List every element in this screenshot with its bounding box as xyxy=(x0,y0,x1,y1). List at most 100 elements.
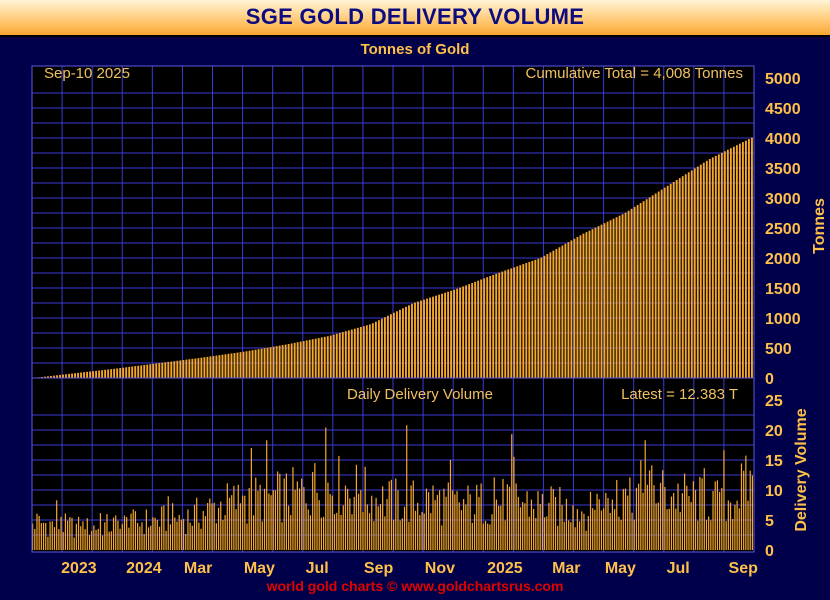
x-tick-label: Nov xyxy=(425,560,455,577)
cumulative-bar xyxy=(203,357,206,378)
daily-bar xyxy=(517,496,519,550)
daily-bar xyxy=(681,493,683,550)
x-tick-label: Sep xyxy=(729,560,759,577)
cumulative-bar xyxy=(462,286,465,378)
y-tick-label: 10 xyxy=(765,483,783,500)
daily-bar xyxy=(322,516,325,550)
daily-bar xyxy=(469,494,471,550)
cumulative-bar xyxy=(699,164,702,378)
daily-bar xyxy=(377,506,379,550)
daily-bar xyxy=(642,492,644,550)
daily-bar xyxy=(104,522,106,550)
cumulative-bar xyxy=(729,148,732,378)
cumulative-bar xyxy=(209,356,212,378)
cumulative-bar xyxy=(269,347,272,378)
y-tick-label: 20 xyxy=(765,423,783,440)
x-tick-label: May xyxy=(605,560,636,577)
daily-bar xyxy=(371,495,373,550)
cumulative-bar xyxy=(362,326,365,378)
cumulative-bar xyxy=(594,227,597,378)
daily-bar xyxy=(489,524,491,550)
daily-bar xyxy=(333,514,336,550)
daily-bar xyxy=(638,483,640,550)
y-tick-label: 500 xyxy=(765,341,792,358)
daily-bar xyxy=(428,492,430,550)
cumulative-bar xyxy=(299,341,302,378)
daily-bar xyxy=(198,522,200,550)
cumulative-bar xyxy=(287,344,290,378)
daily-bar xyxy=(75,523,77,550)
daily-bar xyxy=(445,496,447,550)
y-tick-label: 4500 xyxy=(765,101,801,118)
cumulative-bar xyxy=(522,264,525,378)
cumulative-bar xyxy=(104,369,107,378)
daily-bar xyxy=(443,488,445,550)
daily-bar xyxy=(581,511,583,550)
daily-bar xyxy=(73,537,75,550)
cumulative-bar xyxy=(152,363,155,378)
cumulative-bar xyxy=(62,374,64,378)
daily-bar xyxy=(373,521,375,550)
daily-bar xyxy=(738,508,740,550)
cumulative-bar xyxy=(708,158,711,378)
daily-bar xyxy=(287,505,290,550)
daily-bar xyxy=(196,497,198,550)
daily-bar xyxy=(314,463,316,550)
daily-bar xyxy=(508,486,511,550)
daily-bar xyxy=(491,514,493,550)
cumulative-bar xyxy=(555,248,558,378)
cumulative-bar xyxy=(200,357,203,378)
daily-bar xyxy=(668,508,670,550)
cumulative-bar xyxy=(456,288,459,378)
cumulative-bar xyxy=(140,365,143,378)
y-tick-label: 2500 xyxy=(765,221,801,238)
y-tick-label: 3000 xyxy=(765,191,801,208)
cumulative-bar xyxy=(68,373,70,378)
daily-bar xyxy=(690,502,692,550)
daily-bar xyxy=(102,535,104,550)
cumulative-bar xyxy=(750,137,753,378)
daily-bar xyxy=(110,531,112,550)
daily-bar xyxy=(487,523,489,550)
daily-bar xyxy=(362,511,364,550)
daily-bar xyxy=(662,470,664,550)
cumulative-bar xyxy=(224,354,227,378)
cumulative-bar xyxy=(450,290,453,378)
daily-bar xyxy=(147,527,150,550)
cumulative-bar xyxy=(197,358,200,378)
daily-bar xyxy=(60,516,62,550)
cumulative-bar xyxy=(558,247,561,378)
x-axis-ticks: 2023 2024 Mar May Jul Sep Nov 2025 Mar May Jul Sep xyxy=(61,560,758,577)
cumulative-bar xyxy=(149,364,152,378)
daily-bar xyxy=(259,484,261,550)
daily-bar xyxy=(386,499,388,550)
daily-bar xyxy=(609,512,611,550)
daily-bar xyxy=(673,492,675,550)
daily-bar xyxy=(522,502,524,550)
daily-bar xyxy=(283,478,285,550)
daily-bar xyxy=(631,512,633,550)
daily-bar xyxy=(224,515,226,550)
daily-bar xyxy=(152,517,154,550)
daily-bar xyxy=(524,503,526,550)
y-tick-label: 5000 xyxy=(765,71,801,88)
cumulative-bar xyxy=(684,174,687,378)
cumulative-bar xyxy=(377,320,380,378)
cumulative-bar xyxy=(489,276,492,378)
daily-bar xyxy=(473,514,476,550)
daily-bar xyxy=(576,509,578,550)
cumulative-y-axis-label: Tonnes xyxy=(811,198,828,254)
cumulative-bar xyxy=(101,370,104,378)
cumulative-bar xyxy=(564,243,567,378)
cumulative-bar xyxy=(296,342,299,378)
daily-bar xyxy=(403,506,406,550)
cumulative-bar xyxy=(669,183,672,378)
daily-bar xyxy=(449,459,452,550)
daily-bar xyxy=(708,516,710,550)
daily-bar xyxy=(743,470,745,550)
cumulative-bar xyxy=(471,282,474,378)
daily-bar xyxy=(657,502,659,550)
daily-bar xyxy=(635,487,638,550)
daily-bar xyxy=(277,471,279,550)
